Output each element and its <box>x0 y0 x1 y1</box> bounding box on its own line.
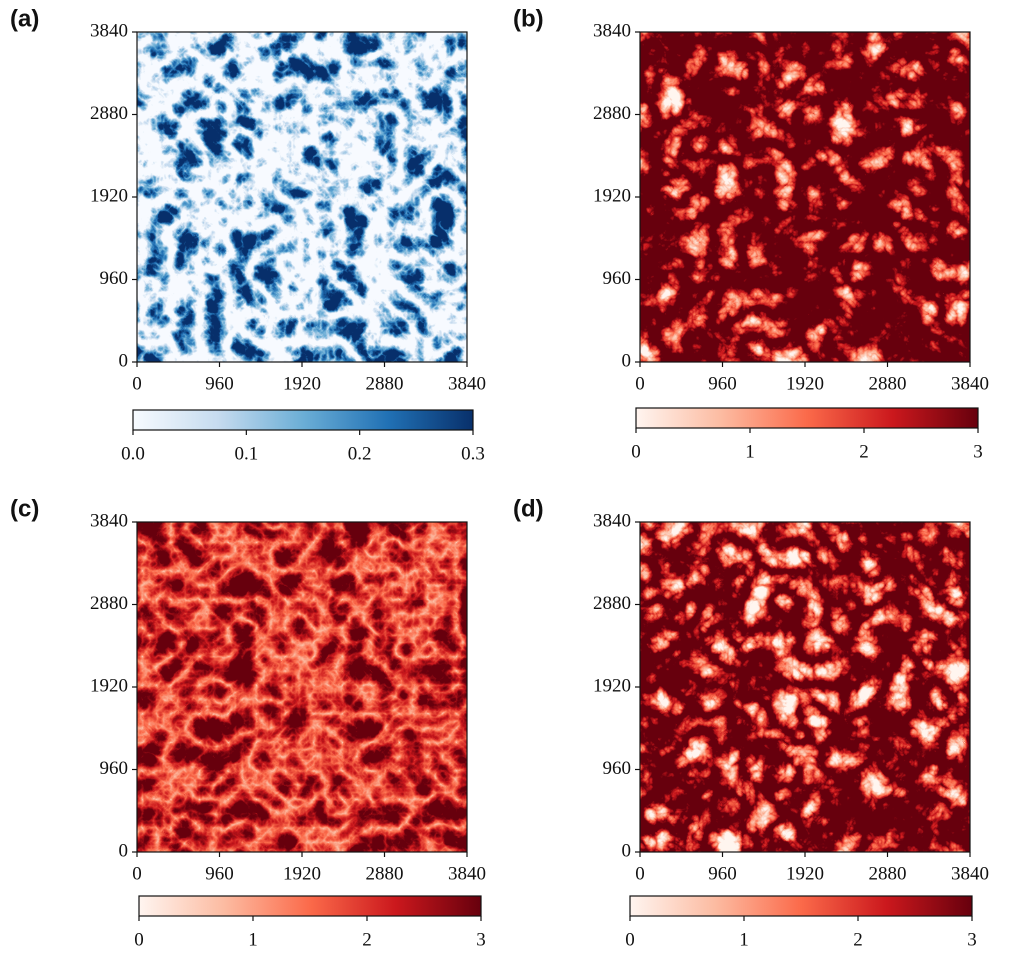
colorbar <box>629 895 973 917</box>
x-tick-label: 960 <box>205 863 234 884</box>
y-tick-label: 3840 <box>90 20 128 41</box>
x-tick-label: 0 <box>132 373 142 394</box>
x-tick-label: 960 <box>205 373 234 394</box>
colorbar-tick-label: 3 <box>967 929 977 950</box>
colorbar-tick-label: 0 <box>625 929 635 950</box>
colorbar <box>635 407 979 429</box>
colorbar-tick-label: 2 <box>362 929 372 950</box>
colorbar-tick-label: 3 <box>476 929 486 950</box>
x-tick-label: 3840 <box>448 373 486 394</box>
x-tick-label: 2880 <box>366 373 404 394</box>
colorbar-tick-label: 0.1 <box>234 443 258 464</box>
y-tick-label: 960 <box>603 268 632 289</box>
x-tick-label: 1920 <box>786 373 824 394</box>
panel-label: (a) <box>10 5 39 32</box>
colorbar-tick-label: 0.3 <box>461 443 485 464</box>
y-tick-label: 0 <box>119 840 129 861</box>
colorbar-tick-label: 0.2 <box>348 443 372 464</box>
colorbar <box>138 895 482 917</box>
y-tick-label: 3840 <box>593 510 631 531</box>
panel-label: (b) <box>513 5 544 32</box>
x-tick-label: 1920 <box>283 863 321 884</box>
heatmap-image <box>137 32 467 362</box>
y-tick-label: 0 <box>622 840 632 861</box>
y-tick-label: 960 <box>100 758 129 779</box>
x-tick-label: 1920 <box>283 373 321 394</box>
colorbar-tick-label: 0 <box>134 929 144 950</box>
panel-label: (d) <box>513 495 544 522</box>
panel-label: (c) <box>10 495 39 522</box>
x-tick-label: 0 <box>635 863 645 884</box>
x-tick-label: 960 <box>708 863 737 884</box>
colorbar-tick-label: 1 <box>745 441 755 462</box>
colorbar-tick-label: 0.0 <box>121 443 145 464</box>
x-tick-label: 960 <box>708 373 737 394</box>
colorbar-tick-label: 0 <box>631 441 641 462</box>
y-tick-label: 1920 <box>593 675 631 696</box>
y-tick-label: 1920 <box>90 675 128 696</box>
heatmap-image <box>137 522 467 852</box>
colorbar <box>132 409 474 431</box>
colorbar-tick-label: 2 <box>853 929 863 950</box>
x-tick-label: 3840 <box>951 373 989 394</box>
x-tick-label: 0 <box>132 863 142 884</box>
x-tick-label: 2880 <box>366 863 404 884</box>
y-tick-label: 2880 <box>593 103 631 124</box>
y-tick-label: 1920 <box>593 185 631 206</box>
colorbar-tick-label: 3 <box>973 441 983 462</box>
y-tick-label: 960 <box>603 758 632 779</box>
x-tick-label: 0 <box>635 373 645 394</box>
y-tick-label: 3840 <box>593 20 631 41</box>
heatmap-image <box>640 522 970 852</box>
colorbar-tick-label: 1 <box>739 929 749 950</box>
y-tick-label: 0 <box>622 350 632 371</box>
heatmap-image <box>640 32 970 362</box>
x-tick-label: 3840 <box>951 863 989 884</box>
y-tick-label: 2880 <box>90 103 128 124</box>
y-tick-label: 2880 <box>593 593 631 614</box>
y-tick-label: 2880 <box>90 593 128 614</box>
x-tick-label: 2880 <box>869 373 907 394</box>
y-tick-label: 1920 <box>90 185 128 206</box>
y-tick-label: 960 <box>100 268 129 289</box>
x-tick-label: 2880 <box>869 863 907 884</box>
x-tick-label: 3840 <box>448 863 486 884</box>
y-tick-label: 3840 <box>90 510 128 531</box>
colorbar-tick-label: 1 <box>248 929 258 950</box>
colorbar-tick-label: 2 <box>859 441 869 462</box>
x-tick-label: 1920 <box>786 863 824 884</box>
y-tick-label: 0 <box>119 350 129 371</box>
